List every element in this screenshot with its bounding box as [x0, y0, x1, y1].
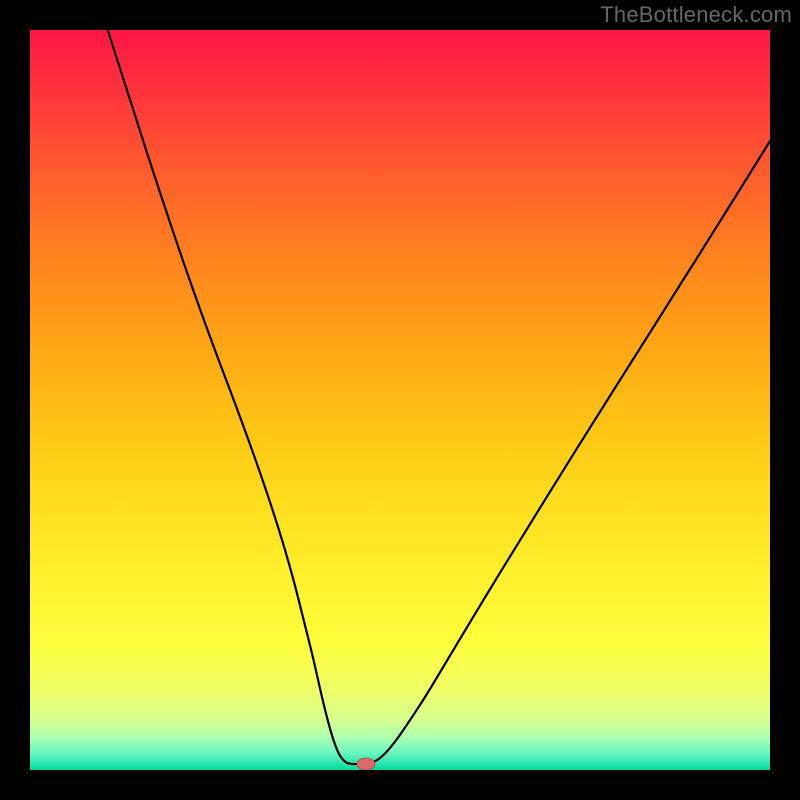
bottleneck-chart-svg: [30, 30, 770, 770]
gradient-background: [30, 30, 770, 770]
optimal-point-marker: [357, 758, 375, 770]
chart-container: TheBottleneck.com: [0, 0, 800, 800]
watermark-text: TheBottleneck.com: [600, 2, 792, 28]
plot-area: [30, 30, 770, 770]
